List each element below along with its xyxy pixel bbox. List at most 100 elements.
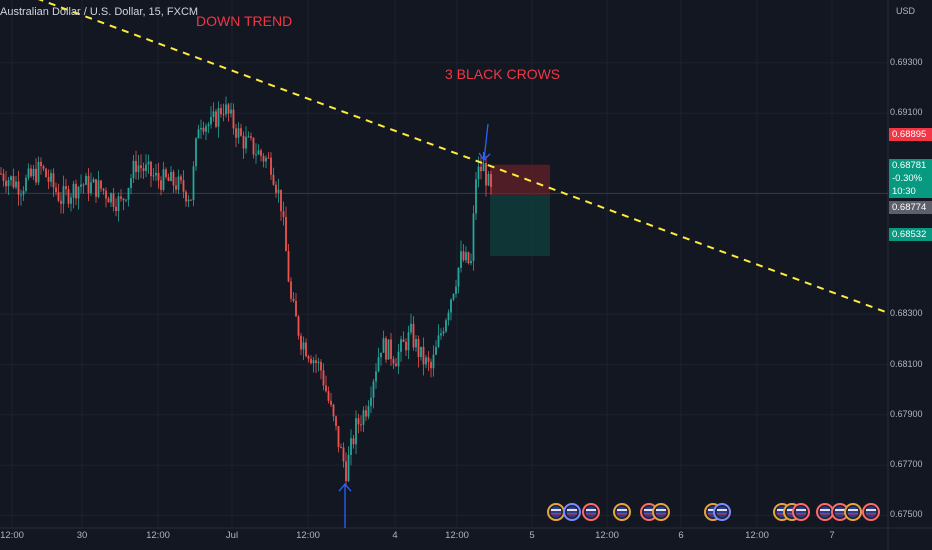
candle-body [10,176,12,181]
price-change: -0.30% [892,173,923,184]
candle-body [292,298,295,301]
candle-body [390,339,392,360]
candle-body [305,342,307,357]
time-tick-label: 12:00 [745,530,769,541]
candle-body [105,190,107,199]
candle-body [17,181,20,195]
down-trend-label: DOWN TREND [196,13,293,29]
candle-body [367,406,370,417]
flag-stripe [567,513,577,515]
down-trendline [37,0,886,313]
candle-body [460,251,462,268]
flag-stripe [717,509,727,511]
candle-body [452,293,455,300]
event-flag-icon [844,503,862,521]
flag-stripe [644,509,654,511]
candle-body [337,426,340,448]
candle-body [480,166,482,172]
candle-body [220,108,222,115]
candle-body [120,196,122,199]
candle-body [397,351,400,367]
flag-stripe [777,513,787,515]
candle-body [252,137,255,155]
candle-body [417,338,420,358]
candle-body [432,354,435,369]
candle-body [50,173,52,182]
candle-body [47,177,50,182]
time-tick-label: 12:00 [296,530,320,541]
flag-stripe [567,509,577,511]
flag-stripe [820,509,830,511]
candle-body [160,180,162,190]
candle-body [185,191,187,202]
flag-stripe [617,513,627,515]
event-flag-icon [713,503,731,521]
candle-body [470,260,472,264]
candle-body [237,128,240,138]
candle-body [87,175,90,194]
flag-field [655,506,667,518]
candle-body [385,338,387,360]
candle-body [215,111,217,127]
candle-body [345,461,347,482]
price-tick-label: 0.69300 [890,56,923,67]
time-tick-label: 12:00 [0,530,24,541]
candle-body [440,333,442,336]
candle-body [125,199,127,201]
flag-stripe [820,513,830,515]
target-price-badge: 0.68532 [889,228,932,241]
candle-body [290,281,292,299]
candle-body [145,164,147,171]
candle-body [407,332,410,351]
candle-body [377,357,380,372]
candle-body [335,416,337,427]
candle-body [282,211,285,217]
candle-body [25,177,27,191]
candle-body [180,176,182,181]
price-tick-label: 0.67900 [890,408,923,419]
candlestick-series [0,96,492,486]
candle-body [270,157,272,175]
flag-stripe [866,509,876,511]
candle-body [40,161,42,167]
candle-body [37,161,40,183]
flag-stripe [796,509,806,511]
candle-body [247,136,250,138]
risk-reward-zones [0,164,888,256]
candle-body [472,213,475,261]
entry-price-badge: 0.68774 [889,201,932,214]
candle-body [392,359,395,364]
time-tick-label: 30 [76,530,88,541]
event-flag-icon [792,503,810,521]
candle-body [332,404,335,417]
time-tick-label: 12:00 [146,530,170,541]
candle-body [107,198,110,203]
candle-body [212,111,215,117]
marker-arrows [338,123,491,528]
candle-body [32,168,35,177]
candle-body [485,163,487,186]
time-tick-label: 12:00 [595,530,619,541]
time-tick-label: 12:00 [445,530,469,541]
candle-body [285,216,287,252]
candle-body [382,338,385,353]
candle-body [147,161,150,165]
take-profit-zone [490,195,550,256]
candle-body [310,358,312,364]
candle-body [240,128,242,136]
candle-body [275,184,277,193]
candle-body [187,199,190,202]
candle-body [232,109,235,129]
candle-body [210,116,212,125]
price-tick-label: 0.68300 [890,308,923,319]
candle-body [235,128,237,138]
flag-stripe [777,509,787,511]
flag-field [716,506,728,518]
candle-body [490,174,492,188]
candle-body [455,286,457,294]
flag-field [847,506,859,518]
price-tick-label: 0.67500 [890,509,923,520]
candle-body [387,339,390,360]
time-tick-label: 6 [678,530,684,541]
